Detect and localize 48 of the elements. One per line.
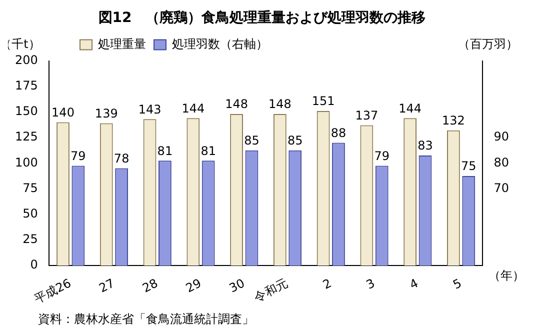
data-label: 88 (330, 126, 346, 140)
data-label: 83 (418, 138, 433, 153)
x-tick-label: 令和元 (252, 276, 290, 305)
data-label: 137 (355, 108, 378, 122)
x-tick-label: 4 (407, 276, 420, 292)
data-label: 151 (312, 94, 335, 108)
y-tick-label: 150 (15, 104, 38, 118)
data-label: 132 (442, 114, 465, 128)
data-label: 81 (200, 144, 216, 158)
text: （年） (488, 268, 525, 283)
y2-axis-title: （百万羽） (458, 36, 518, 51)
x-tick-label: 2 (320, 276, 334, 292)
data-label: 75 (460, 159, 476, 174)
data-label: 143 (138, 102, 162, 116)
y-tick-label: 125 (15, 130, 38, 144)
y2-tick-label: 90 (494, 130, 510, 144)
y-tick-label: 200 (15, 52, 38, 67)
data-label: 85 (244, 134, 260, 148)
text: 資料：農林水産省「食鳥流通統計調査」 (38, 312, 254, 326)
data-label: 148 (225, 97, 248, 112)
y-tick-label: 0 (30, 258, 38, 272)
data-label: 144 (182, 101, 205, 116)
data-label: 144 (398, 101, 422, 116)
data-label: 79 (374, 148, 390, 163)
legend-label: 処理重量 (98, 36, 146, 51)
x-tick-label: 平成26 (32, 276, 74, 306)
y-tick-label: 25 (22, 232, 38, 246)
data-label: 148 (268, 97, 292, 112)
chart-title: 図12 （廃鶏）食鳥処理重量および処理羽数の推移 (98, 9, 426, 26)
data-label: 85 (287, 134, 303, 148)
x-tick-label: 5 (450, 276, 464, 292)
y-tick-label: 100 (15, 155, 38, 170)
x-tick-label: 30 (226, 276, 247, 296)
data-label: 78 (114, 151, 130, 166)
data-label: 139 (94, 106, 118, 120)
data-label: 79 (70, 148, 86, 163)
y-tick-label: 50 (22, 206, 38, 221)
x-tick-label: 28 (140, 276, 160, 296)
x-tick-label: 29 (184, 276, 204, 296)
y2-tick-label: 70 (494, 180, 510, 195)
legend-label: 処理羽数（右軸） (172, 36, 268, 51)
y-tick-label: 175 (15, 78, 38, 93)
y-tick-label: 75 (22, 180, 38, 195)
data-label: 140 (52, 105, 74, 120)
data-label: 81 (157, 144, 173, 158)
y2-tick-label: 80 (494, 155, 510, 170)
x-tick-label: 3 (364, 276, 378, 292)
x-tick-label: 27 (96, 276, 117, 296)
